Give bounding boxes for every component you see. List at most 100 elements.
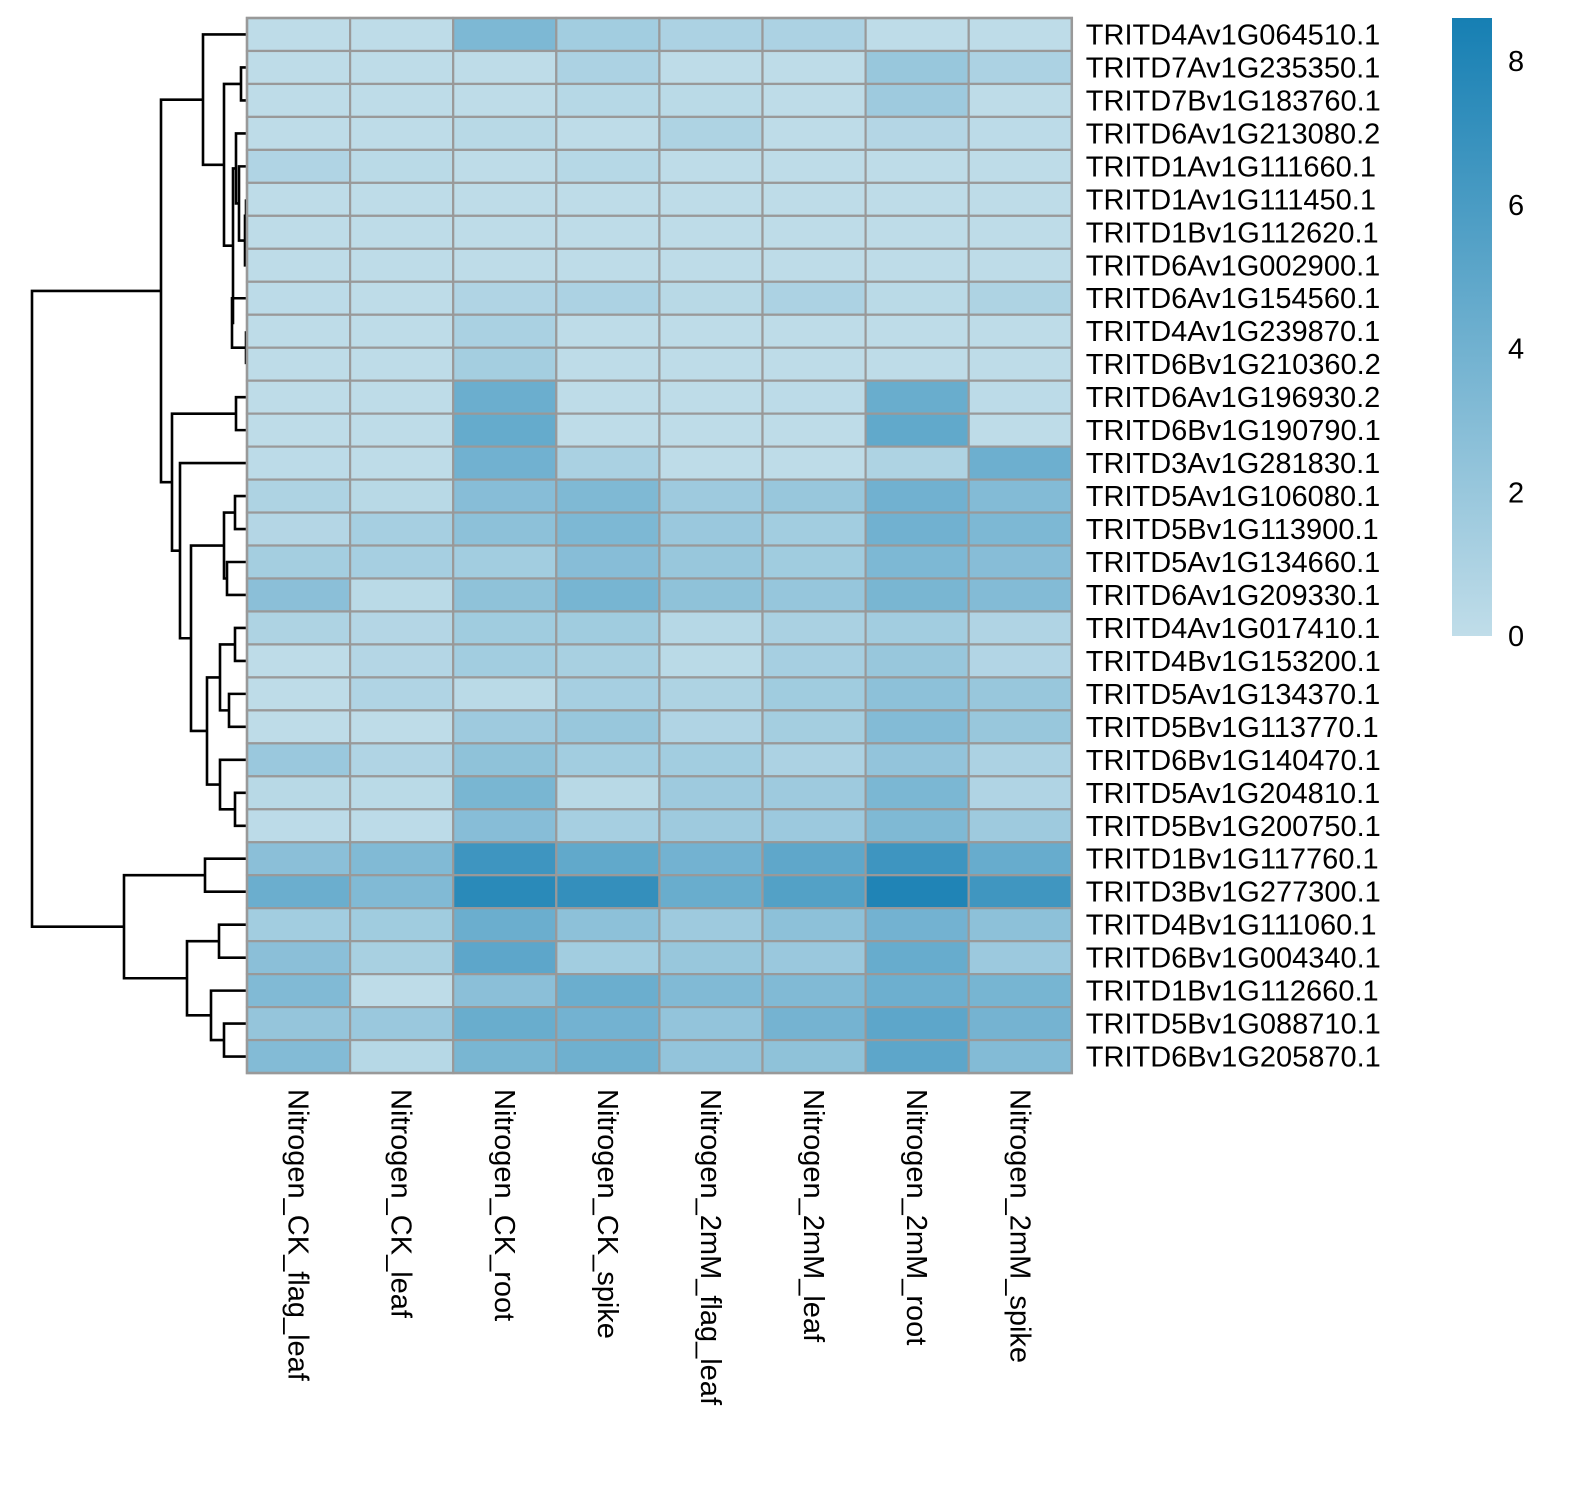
heatmap-cell [245, 907, 352, 943]
row-label: TRITD4Bv1G153200.1 [1086, 646, 1381, 678]
row-label: TRITD5Bv1G088710.1 [1086, 1009, 1381, 1041]
heatmap-cell [761, 280, 867, 316]
heatmap-cell [658, 808, 764, 844]
heatmap-cell [452, 445, 558, 481]
heatmap-cell [245, 742, 352, 778]
heatmap-cell [349, 511, 455, 547]
heatmap-cell [967, 511, 1073, 547]
row-dendrogram [30, 33, 248, 1058]
heatmap-cell [761, 346, 867, 382]
heatmap-cell [452, 775, 558, 811]
heatmap-cell [658, 49, 764, 86]
heatmap-cell [245, 610, 352, 646]
heatmap-cell [967, 874, 1073, 910]
heatmap-cell [452, 1038, 558, 1075]
heatmap-cell [658, 676, 764, 712]
heatmap-cell [967, 940, 1073, 976]
row-label: TRITD6Bv1G190790.1 [1086, 415, 1381, 447]
heatmap-cell [555, 874, 661, 910]
dendrogram-branch [30, 289, 161, 929]
heatmap-cell [967, 313, 1073, 349]
heatmap-cell [555, 742, 661, 778]
heatmap-cell [658, 280, 764, 316]
heatmap-cell [452, 940, 558, 976]
heatmap-cell [452, 280, 558, 316]
heatmap-cell [245, 346, 352, 382]
dendrogram-branch [222, 1022, 246, 1058]
dendrogram-branch [234, 132, 246, 205]
heatmap-cell [349, 478, 455, 514]
heatmap-cell [245, 115, 352, 151]
row-label: TRITD1Av1G111660.1 [1086, 151, 1376, 183]
heatmap-cell [349, 610, 455, 646]
row-label: TRITD7Av1G235350.1 [1086, 52, 1380, 84]
heatmap-cell [658, 313, 764, 349]
heatmap-cell [245, 148, 352, 184]
heatmap-cell [245, 82, 352, 119]
heatmap-cell [245, 412, 352, 448]
heatmap-cell [967, 1005, 1073, 1042]
row-label: TRITD6Av1G209330.1 [1086, 580, 1380, 612]
heatmap-cell [452, 379, 558, 415]
heatmap-cell [349, 313, 455, 349]
heatmap-cell [658, 577, 764, 613]
heatmap-cell [761, 445, 867, 481]
heatmap-cell [452, 676, 558, 712]
heatmap-cell [864, 1038, 970, 1075]
heatmap-cell [967, 346, 1073, 382]
heatmap-cell [555, 115, 661, 151]
heatmap-cell [761, 148, 867, 184]
row-label: TRITD4Av1G064510.1 [1086, 19, 1380, 51]
heatmap-cell [555, 544, 661, 580]
heatmap-cell [452, 841, 558, 877]
heatmap-cell [967, 16, 1073, 53]
dendrogram-branch [239, 66, 246, 102]
colorbar-tick-label: 4 [1508, 334, 1524, 366]
colorbar-gradient [1452, 18, 1492, 636]
heatmap-cell [349, 247, 455, 283]
heatmap-cell [555, 907, 661, 943]
heatmap-cell [452, 478, 558, 514]
heatmap-cell [761, 643, 867, 679]
heatmap-cell [555, 478, 661, 514]
heatmap-cell [658, 874, 764, 910]
heatmap-cell [555, 280, 661, 316]
heatmap-cell [761, 577, 867, 613]
dendrogram-branch [209, 989, 246, 1042]
heatmap-cell [658, 214, 764, 250]
heatmap-cell [452, 181, 558, 217]
row-label: TRITD1Bv1G112660.1 [1086, 976, 1379, 1008]
heatmap-cell [761, 115, 867, 151]
heatmap-cell [967, 181, 1073, 217]
heatmap-cell [864, 379, 970, 415]
heatmap-cell [658, 1005, 764, 1042]
heatmap-cell [555, 379, 661, 415]
heatmap-cell [349, 808, 455, 844]
heatmap-cell [658, 940, 764, 976]
heatmap-cell [555, 973, 661, 1009]
heatmap-cell [761, 214, 867, 250]
heatmap-cell [349, 742, 455, 778]
heatmap-cell [349, 907, 455, 943]
heatmap-cell [245, 775, 352, 811]
heatmap-cell [245, 16, 352, 53]
heatmap-cell [245, 544, 352, 580]
heatmap-cells [245, 16, 1073, 1075]
row-label: TRITD5Av1G134370.1 [1086, 679, 1380, 711]
heatmap-cell [761, 973, 867, 1009]
heatmap-cell [452, 973, 558, 1009]
row-label: TRITD4Av1G017410.1 [1086, 613, 1380, 645]
dendrogram-branch [218, 643, 235, 712]
heatmap-cell [452, 907, 558, 943]
heatmap-cell [452, 577, 558, 613]
heatmap-cell [864, 544, 970, 580]
heatmap-cell [761, 181, 867, 217]
heatmap-cell [452, 544, 558, 580]
heatmap-cell [452, 247, 558, 283]
heatmap-cell [864, 1005, 970, 1042]
heatmap-cell [555, 1038, 661, 1075]
heatmap-cell [452, 16, 558, 53]
colorbar-legend: 0 2 4 6 8 [1452, 18, 1524, 653]
heatmap-cell [761, 511, 867, 547]
